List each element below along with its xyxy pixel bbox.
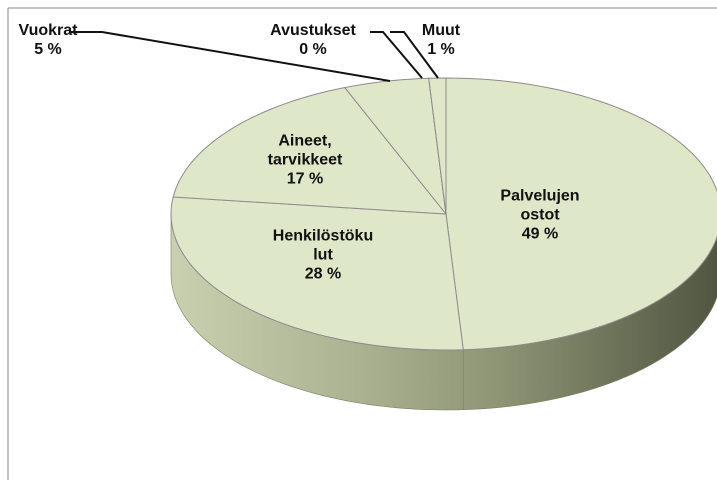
leader-line bbox=[370, 31, 423, 79]
category-label: Henkilöstöku lut bbox=[272, 227, 374, 264]
data-label: Henkilöstöku lut 28 % bbox=[273, 227, 373, 284]
pie-slice bbox=[170, 196, 464, 351]
data-label: Muut 1 % bbox=[422, 21, 460, 59]
value-label: 0 % bbox=[299, 41, 327, 58]
leader-line bbox=[390, 31, 439, 79]
category-label: Avustukset bbox=[270, 22, 356, 39]
data-label: Aineet, tarvikkeet 17 % bbox=[268, 132, 343, 189]
category-label: Palvelujen ostot bbox=[500, 187, 580, 224]
value-label: 49 % bbox=[521, 225, 559, 243]
category-label: Muut bbox=[421, 22, 461, 39]
data-label: Avustukset 0 % bbox=[270, 21, 356, 59]
leader-lines bbox=[70, 31, 439, 82]
value-label: 28 % bbox=[304, 265, 342, 283]
value-label: 5 % bbox=[34, 41, 62, 58]
leader-line bbox=[70, 31, 391, 82]
data-label: Vuokrat 5 % bbox=[19, 21, 78, 59]
pie-slice bbox=[445, 77, 717, 351]
category-label: Aineet, tarvikkeet bbox=[267, 132, 343, 169]
data-label: Palvelujen ostot 49 % bbox=[500, 187, 579, 244]
pie-slice bbox=[172, 86, 448, 215]
value-label: 1 % bbox=[427, 41, 455, 58]
value-label: 17 % bbox=[286, 170, 324, 188]
category-label: Vuokrat bbox=[18, 22, 78, 39]
